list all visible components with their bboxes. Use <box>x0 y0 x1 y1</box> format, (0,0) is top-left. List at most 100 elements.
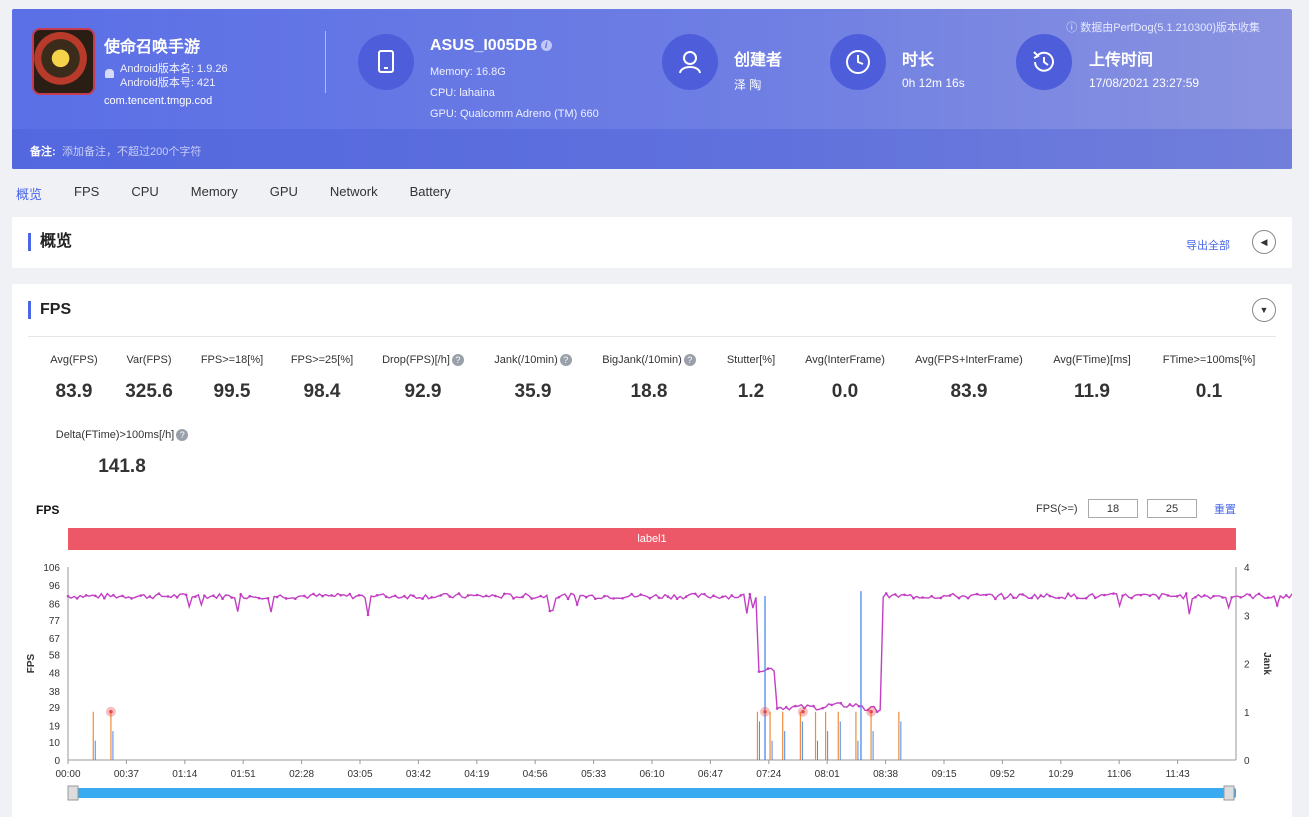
metric-label-text: Avg(FTime)[ms] <box>1053 354 1131 366</box>
x-tick-label: 00:00 <box>55 769 80 780</box>
help-icon[interactable]: ? <box>176 429 189 441</box>
fps-point <box>784 705 788 709</box>
device-circle <box>358 34 414 90</box>
metric-label-text: Avg(FPS+InterFrame) <box>915 354 1023 366</box>
x-tick-label: 07:24 <box>756 769 781 780</box>
y-tick-label: 48 <box>49 669 61 680</box>
fps-point <box>248 594 252 598</box>
metric-label-text: BigJank(/10min) <box>602 354 682 366</box>
fps-point <box>584 595 588 599</box>
note-input[interactable]: 添加备注，不超过200个字符 <box>62 146 202 158</box>
fps-point <box>903 593 906 597</box>
fps-point <box>694 592 697 596</box>
metric-label: Avg(FPS+InterFrame) <box>889 354 1049 366</box>
fps-point <box>93 594 97 598</box>
metric-value: 98.4 <box>303 381 341 402</box>
device-gpu: GPU: Qualcomm Adreno (TM) 660 <box>430 108 599 120</box>
metric-value: 1.2 <box>737 381 765 402</box>
x-tick-label: 01:51 <box>231 769 256 780</box>
y-tick-label: 29 <box>49 703 61 714</box>
y2-tick-label: 2 <box>1244 660 1250 671</box>
metric-label-text: Avg(FPS) <box>50 354 98 366</box>
x-tick-label: 06:47 <box>698 769 723 780</box>
fps-point <box>321 594 324 598</box>
fps-point <box>594 597 597 601</box>
fps-point <box>921 596 924 599</box>
fps-point <box>1112 592 1115 595</box>
tab-cpu[interactable]: CPU <box>131 184 159 199</box>
tab-gpu[interactable]: GPU <box>269 184 298 199</box>
fps-point <box>139 594 143 597</box>
tablet-icon <box>378 50 394 73</box>
app-name: 使命召唤手游 <box>104 39 201 56</box>
tab-overview[interactable]: 概览 <box>16 187 43 202</box>
fps-point <box>1084 596 1088 600</box>
tab-fps[interactable]: FPS <box>74 184 100 199</box>
note-label: 备注: <box>30 146 56 158</box>
fps-point <box>112 593 115 597</box>
fps-point <box>957 596 961 600</box>
fps-point <box>839 701 843 705</box>
fps-point <box>1194 595 1197 599</box>
app-version-name: Android版本名: 1.9.26 <box>120 63 228 75</box>
x-tick-label: 00:37 <box>114 769 139 780</box>
app-version-code: Android版本号: 421 <box>120 77 216 89</box>
fps-point <box>203 594 206 597</box>
fps-point <box>466 594 470 597</box>
x-tick-label: 03:05 <box>347 769 372 780</box>
label-band[interactable]: label1 <box>68 528 1236 550</box>
help-icon[interactable]: ? <box>683 354 696 366</box>
metric-label-text: Avg(InterFrame) <box>805 354 885 366</box>
duration-title: 时长 <box>902 52 935 69</box>
fps-point <box>1148 594 1152 598</box>
fps-filter-label: FPS(>=) <box>1036 503 1078 515</box>
fps-point <box>539 594 543 598</box>
fps-point <box>221 597 224 601</box>
fps-point <box>1121 594 1124 597</box>
fps-threshold-low-input[interactable] <box>1088 499 1138 518</box>
fps-point <box>994 597 997 601</box>
creator-value: 泽 陶 <box>734 78 762 92</box>
x-tick-label: 08:38 <box>873 769 898 780</box>
metric-label-text: Drop(FPS)[/h] <box>382 354 450 366</box>
duration-circle <box>830 34 886 90</box>
fps-point <box>1103 593 1106 597</box>
fps-point <box>1057 596 1061 600</box>
device-info-icon[interactable]: i <box>540 40 552 51</box>
fps-point <box>1175 594 1179 598</box>
collapse-overview-button[interactable]: ◀ <box>1252 230 1276 254</box>
y-tick-label: 106 <box>43 563 60 574</box>
fps-point <box>794 704 797 708</box>
timeline-scrollbar[interactable] <box>68 788 1236 798</box>
fps-point <box>430 596 433 599</box>
fps-point <box>1039 594 1043 597</box>
fps-point <box>875 710 879 714</box>
tab-network[interactable]: Network <box>329 184 378 199</box>
fps-point <box>330 594 333 597</box>
export-all-link[interactable]: 导出全部 <box>1186 240 1230 252</box>
fps-threshold-high-input[interactable] <box>1147 499 1197 518</box>
fps-point <box>621 597 624 600</box>
help-icon[interactable]: ? <box>559 354 572 366</box>
scroll-handle-right[interactable] <box>1223 785 1235 801</box>
overview-title: 概览 <box>28 233 72 251</box>
y-axis-label: FPS <box>26 653 37 673</box>
metric-label: BigJank(/10min)? <box>569 354 729 366</box>
fps-point <box>193 595 197 599</box>
y-tick-label: 58 <box>49 650 61 661</box>
info-icon: ⓘ <box>1066 22 1081 34</box>
help-icon[interactable]: ? <box>451 354 464 366</box>
tab-battery[interactable]: Battery <box>409 184 451 199</box>
fps-point <box>503 592 506 596</box>
fps-point <box>712 594 715 598</box>
metric-label: Jank(/10min)? <box>453 354 613 366</box>
clock-icon <box>846 50 870 74</box>
fps-point <box>857 704 861 708</box>
chevron-down-icon: ▼ <box>1259 305 1269 315</box>
reset-link[interactable]: 重置 <box>1214 504 1236 516</box>
y-tick-label: 0 <box>54 756 60 767</box>
scroll-handle-left[interactable] <box>67 785 79 801</box>
collapse-fps-button[interactable]: ▼ <box>1252 298 1276 322</box>
tab-memory[interactable]: Memory <box>190 184 238 199</box>
